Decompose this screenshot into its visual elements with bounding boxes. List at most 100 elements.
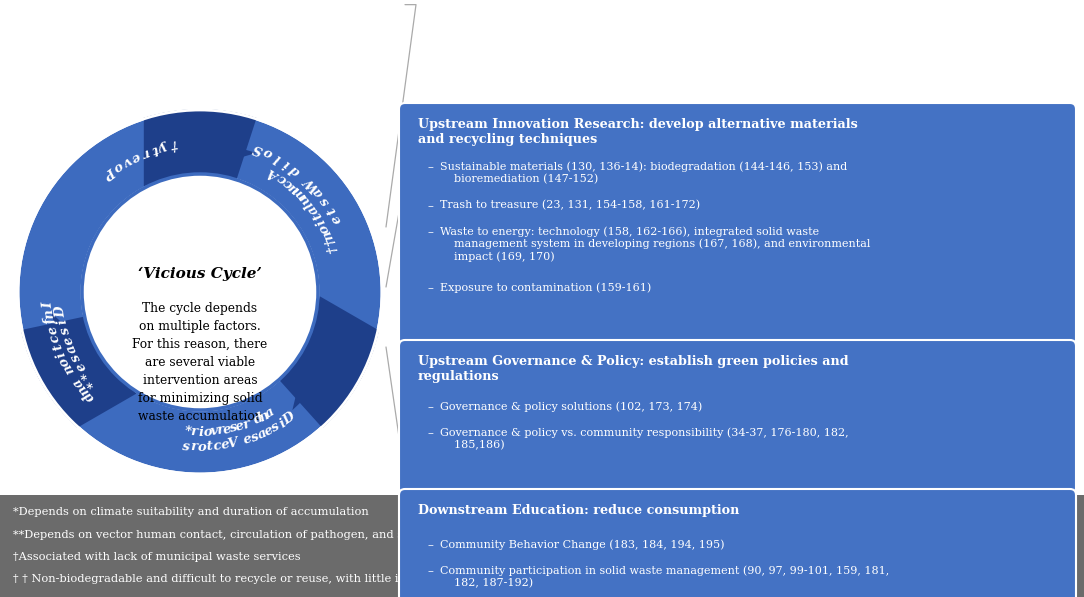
Text: s: s [318,194,333,208]
Wedge shape [279,316,379,428]
Text: Exposure to contamination (159-161): Exposure to contamination (159-161) [440,282,651,293]
Text: a: a [256,426,269,442]
Text: A: A [269,167,284,183]
Text: i: i [198,426,204,439]
Text: c: c [48,333,63,344]
Text: o: o [57,355,73,368]
Text: o: o [261,145,274,161]
Text: †: † [326,244,340,254]
FancyBboxPatch shape [0,495,1084,597]
FancyBboxPatch shape [399,489,1076,597]
Text: Governance & policy solutions (102, 173, 174): Governance & policy solutions (102, 173,… [440,401,702,411]
Text: o: o [317,221,333,235]
Text: d: d [287,162,304,178]
Text: v: v [120,153,133,169]
Text: *: * [184,424,192,438]
Text: n: n [257,408,271,424]
Text: Trash to treasure (23, 131, 154-158, 161-172): Trash to treasure (23, 131, 154-158, 161… [440,200,700,210]
Text: a: a [311,185,326,200]
Text: † † Non-biodegradable and difficult to recycle or reuse, with little incentive f: † † Non-biodegradable and difficult to r… [13,574,525,584]
Text: †: † [323,236,338,247]
Text: n: n [320,228,336,242]
Text: –: – [427,226,433,239]
Text: c: c [212,439,222,453]
Text: **Depends on vector human contact, circulation of pathogen, and susceptible indi: **Depends on vector human contact, circu… [13,530,529,540]
Polygon shape [293,296,377,410]
Text: P: P [102,164,118,180]
Text: t: t [206,440,214,453]
Text: V: V [227,436,238,451]
Text: –: – [427,161,433,174]
Text: i: i [56,318,70,325]
Text: Sustainable materials (130, 136-14): biodegradation (144-146, 153) and
    biore: Sustainable materials (130, 136-14): bio… [440,161,848,184]
Polygon shape [51,313,137,427]
Text: r: r [139,145,151,160]
Text: e: e [262,423,275,438]
Text: D: D [54,305,68,318]
Text: s: s [69,352,83,364]
Text: s: s [59,325,73,336]
Text: ‘Vicious Cycle’: ‘Vicious Cycle’ [138,267,262,281]
Text: †: † [169,137,179,151]
Text: –: – [427,282,433,295]
Text: i: i [54,349,68,359]
Text: c: c [275,171,289,186]
Text: i: i [281,156,293,170]
Wedge shape [21,316,121,428]
Text: d: d [81,388,96,404]
Text: s: s [269,420,282,435]
Text: u: u [296,190,312,206]
Text: e: e [46,324,61,336]
Text: The cycle depends
on multiple factors.
For this reason, there
are several viable: The cycle depends on multiple factors. F… [132,302,268,423]
Text: n: n [61,361,77,376]
Text: t: t [324,204,338,216]
Text: Upstream Innovation Research: develop alternative materials
and recycling techni: Upstream Innovation Research: develop al… [418,118,857,146]
Text: o: o [111,159,126,174]
Text: a: a [70,376,86,390]
Text: –: – [427,565,433,578]
FancyBboxPatch shape [399,103,1076,345]
Circle shape [82,174,318,410]
Text: v: v [209,424,219,438]
Text: t: t [51,341,65,351]
Wedge shape [143,109,257,181]
Text: y: y [158,139,169,153]
Text: †Associated with lack of municipal waste services: †Associated with lack of municipal waste… [13,552,300,562]
Text: l: l [272,151,283,165]
Text: f: f [44,318,57,326]
Text: *: * [86,375,100,389]
Text: c: c [281,176,295,191]
Text: m: m [289,183,309,202]
Text: Downstream Education: reduce consumption: Downstream Education: reduce consumption [418,504,739,517]
Text: r: r [241,417,251,432]
Text: e: e [242,432,254,447]
Text: r: r [191,425,198,439]
Text: Community participation in solid waste management (90, 97, 99-101, 159, 181,
   : Community participation in solid waste m… [440,565,889,588]
Text: t: t [150,142,159,156]
Polygon shape [144,119,256,186]
Text: e: e [222,422,232,436]
Text: i: i [314,217,328,227]
Text: n: n [42,308,56,319]
Text: o: o [197,441,206,454]
Text: i: i [276,417,288,430]
Text: e: e [234,418,246,433]
Text: e: e [330,213,345,226]
FancyBboxPatch shape [399,340,1076,494]
Text: e: e [220,438,230,452]
Text: D: D [281,410,297,427]
Text: e: e [74,359,89,373]
Text: –: – [427,539,433,552]
Text: a: a [306,202,321,217]
Text: –: – [427,427,433,440]
Text: e: e [61,334,76,346]
Text: Upstream Governance & Policy: establish green policies and
regulations: Upstream Governance & Policy: establish … [418,355,849,383]
Text: s: s [229,421,238,435]
Text: u: u [286,180,301,196]
Text: s: s [249,430,260,444]
Text: I: I [42,301,55,309]
Text: a: a [263,405,278,421]
Text: e: e [129,149,142,164]
Text: –: – [427,401,433,414]
Text: s: s [182,439,191,453]
